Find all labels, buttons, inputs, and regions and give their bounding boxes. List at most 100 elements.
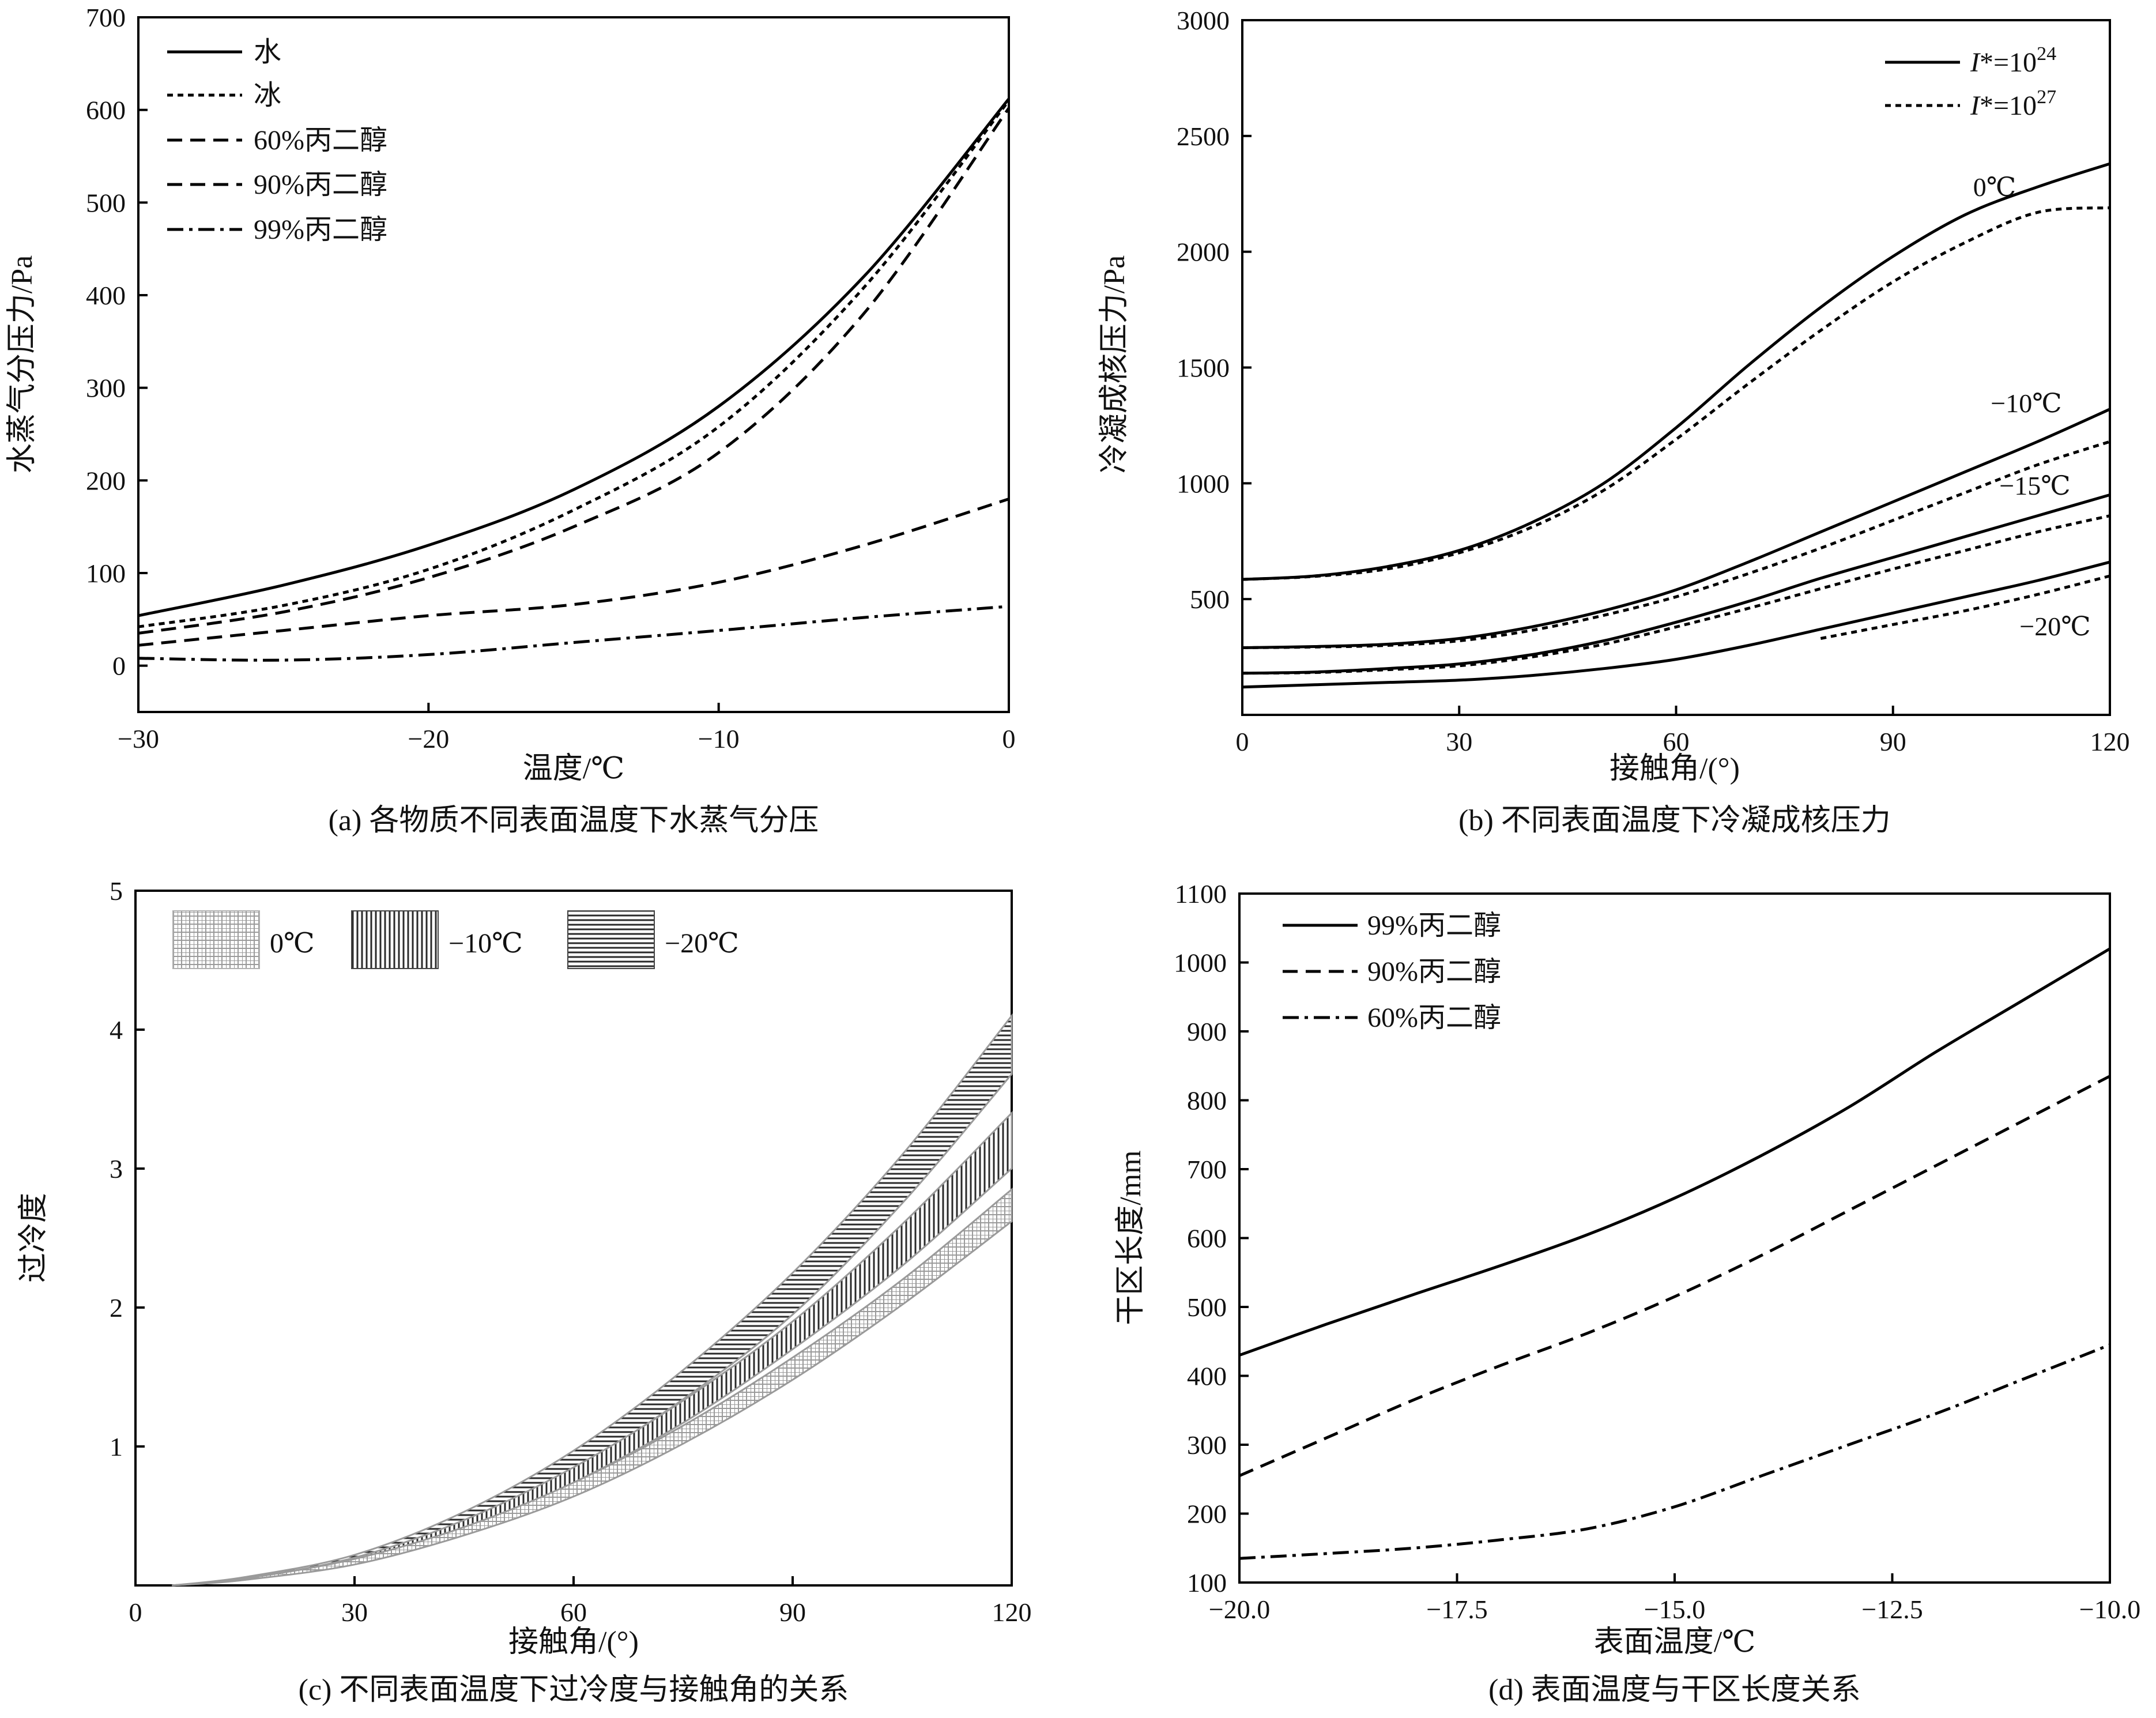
legend-label-c-3: −20℃ [665, 928, 739, 959]
x-tick-label-c-3: 90 [779, 1598, 806, 1627]
plot-frame-d [1238, 892, 2111, 1584]
series-line-b-4 [1242, 493, 2110, 675]
y-tick-label-d-6: 700 [1187, 1155, 1227, 1184]
x-tick-label-b-1: 30 [1446, 727, 1472, 756]
legend-label-a-2: 冰 [254, 80, 281, 111]
x-axis-label-a: 温度/℃ [523, 752, 625, 785]
series-line-a-1 [138, 100, 1010, 628]
chart-marks-d [1238, 947, 2111, 1560]
legend-swatch-c-2 [351, 910, 439, 969]
legend-c: 0℃ −10℃ −20℃ [172, 910, 739, 969]
y-tick-label-b-4: 2500 [1177, 122, 1230, 151]
y-axis-label-c: 过冷度 [17, 1193, 50, 1283]
panel-d: −20.0 −17.5 −15.0 −12.5 −10.0 100 200 300 400 500… [1114, 879, 2140, 1706]
y-tick-label-a-1: 100 [86, 559, 126, 588]
x-tick-label-d-3: −12.5 [1861, 1595, 1923, 1624]
legend-label-c-1: 0℃ [270, 928, 315, 959]
y-axis-label-d: 干区长度/mm [1114, 1150, 1147, 1325]
legend-label-a-3: 60%丙二醇 [254, 125, 387, 156]
x-axis-label-d: 表面温度/℃ [1594, 1626, 1756, 1659]
x-axis-label-b: 接触角/(°) [1610, 752, 1740, 785]
y-tick-label-b-2: 1500 [1177, 353, 1230, 383]
y-tick-label-b-5: 3000 [1177, 6, 1230, 35]
band-c-0 [172, 1188, 1013, 1587]
x-tick-label-d-0: −20.0 [1209, 1595, 1270, 1624]
y-tick-label-d-4: 500 [1187, 1293, 1227, 1322]
series-line-b-5 [1242, 514, 2110, 675]
tick-labels-b: 0 30 60 90 120 500 1000 1500 2000 2500 3000 [1177, 6, 2130, 756]
legend-b: I*=1024 I*=1027 [1885, 43, 2056, 121]
plot-frame-b [1241, 19, 2111, 716]
series-line-a-0 [138, 97, 1010, 617]
x-tick-label-c-2: 60 [560, 1598, 587, 1627]
y-axis-label-a: 水蒸气分压力/Pa [6, 255, 39, 473]
x-tick-label-d-1: −17.5 [1426, 1595, 1487, 1624]
y-tick-label-b-1: 1000 [1177, 469, 1230, 498]
plot-frame-a [137, 16, 1010, 713]
caption-d: (d) 表面温度与干区长度关系 [1488, 1674, 1861, 1706]
x-tick-label-b-2: 60 [1663, 727, 1690, 756]
y-tick-label-c-4: 5 [110, 876, 123, 906]
y-tick-label-d-3: 400 [1187, 1362, 1227, 1391]
y-tick-label-a-0: 0 [112, 651, 126, 681]
annotation-b-minus10c: −10℃ [1991, 389, 2061, 418]
legend-label-b-2: I*=1027 [1970, 86, 2056, 121]
annotation-b-minus20c: −20℃ [2019, 612, 2090, 641]
series-line-d-0 [1239, 947, 2111, 1357]
x-tick-label-a-3: 0 [1002, 724, 1016, 753]
legend-label-a-5: 99%丙二醇 [254, 214, 387, 245]
x-tick-label-a-1: −20 [408, 724, 449, 753]
tick-labels-d: −20.0 −17.5 −15.0 −12.5 −10.0 100 200 300 400 500… [1174, 879, 2140, 1624]
caption-a: (a) 各物质不同表面温度下水蒸气分压 [329, 804, 819, 837]
y-tick-label-a-7: 700 [86, 3, 126, 32]
series-line-d-2 [1239, 1343, 2110, 1560]
y-tick-label-b-3: 2000 [1177, 238, 1230, 267]
legend-label-b-1: I*=1024 [1970, 43, 2056, 78]
annotation-b-minus15c: −15℃ [1999, 471, 2070, 500]
legend-label-c-2: −10℃ [448, 928, 523, 959]
x-tick-label-b-0: 0 [1236, 727, 1249, 756]
x-tick-label-b-4: 120 [2090, 727, 2130, 756]
y-tick-label-d-9: 1000 [1174, 948, 1227, 978]
series-line-b-0 [1242, 162, 2110, 581]
y-tick-label-d-5: 600 [1187, 1224, 1227, 1253]
x-tick-label-d-4: −10.0 [2079, 1595, 2140, 1624]
legend-label-d-1: 99%丙二醇 [1367, 910, 1501, 941]
x-axis-label-c: 接触角/(°) [508, 1626, 639, 1659]
series-line-b-3 [1242, 440, 2110, 649]
y-tick-label-d-1: 200 [1187, 1500, 1227, 1529]
y-tick-label-a-6: 600 [86, 96, 126, 125]
y-tick-label-d-10: 1100 [1175, 879, 1227, 909]
panel-c: 0 30 60 90 120 1 2 3 4 5 0℃ −10℃ −20℃ 接触角/(°) 过冷度… [17, 876, 1032, 1706]
y-tick-label-c-0: 1 [110, 1432, 123, 1461]
x-tick-label-b-3: 90 [1880, 727, 1906, 756]
x-tick-label-a-0: −30 [118, 724, 159, 753]
caption-c: (c) 不同表面温度下过冷度与接触角的关系 [299, 1674, 849, 1706]
series-line-a-4 [138, 605, 1009, 662]
y-tick-label-d-8: 900 [1187, 1017, 1227, 1046]
panel-b: 0 30 60 90 120 500 1000 1500 2000 2500 3000 I*=102… [1098, 6, 2130, 837]
series-line-b-2 [1242, 408, 2111, 649]
series-line-b-6 [1242, 560, 2110, 689]
x-tick-label-c-0: 0 [129, 1598, 142, 1627]
x-tick-label-a-2: −10 [698, 724, 740, 753]
annotation-b-0c: 0℃ [1973, 172, 2016, 202]
legend-label-d-2: 90%丙二醇 [1367, 956, 1501, 987]
chart-marks-c [172, 1013, 1013, 1587]
series-line-b-7 [1820, 574, 2110, 640]
chart-marks-b [1242, 162, 2111, 689]
tick-labels-a: −30 −20 −10 0 0 100 200 300 400 500 600 700 [86, 3, 1016, 753]
legend-swatch-c-3 [567, 910, 655, 969]
y-axis-label-b: 冷凝成核压力/Pa [1098, 255, 1131, 473]
caption-b: (b) 不同表面温度下冷凝成核压力 [1458, 804, 1891, 837]
y-tick-label-d-7: 800 [1187, 1086, 1227, 1116]
y-tick-label-b-0: 500 [1190, 585, 1230, 614]
y-tick-label-a-2: 200 [86, 466, 126, 495]
series-line-d-1 [1238, 1075, 2111, 1478]
y-tick-label-a-4: 400 [86, 281, 126, 310]
tick-labels-c: 0 30 60 90 120 1 2 3 4 5 [110, 876, 1032, 1627]
series-line-a-3 [138, 107, 1011, 635]
panel-a: −30 −20 −10 0 0 100 200 300 400 500 600 700 水 冰 60%… [6, 3, 1016, 837]
x-tick-label-d-2: −15.0 [1644, 1595, 1705, 1624]
